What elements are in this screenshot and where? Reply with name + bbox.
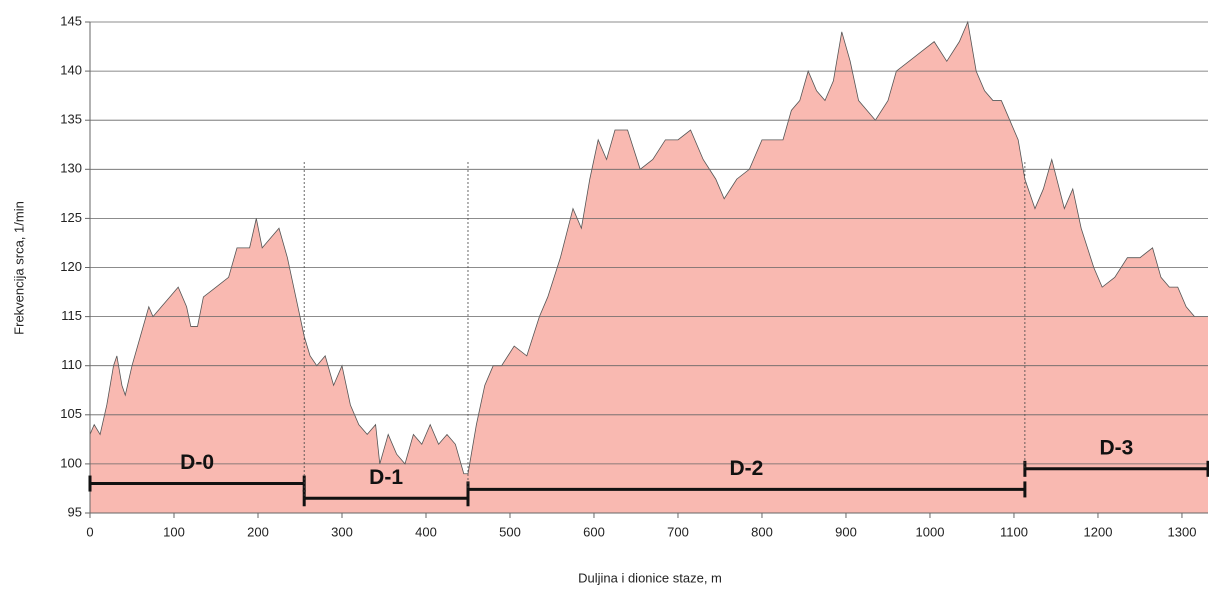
- y-tick-label: 105: [60, 406, 82, 421]
- y-tick-label: 125: [60, 210, 82, 225]
- x-tick-label: 400: [415, 524, 437, 539]
- y-axis-label: Frekvencija srca, 1/min: [11, 201, 26, 335]
- y-tick-label: 115: [61, 308, 82, 323]
- x-tick-label: 800: [751, 524, 773, 539]
- y-tick-label: 100: [60, 455, 82, 470]
- y-tick-label: 130: [60, 161, 82, 176]
- x-tick-label: 1200: [1084, 524, 1113, 539]
- x-tick-label: 1100: [1000, 524, 1028, 539]
- area-outline: [89, 20, 1208, 475]
- segment-label: D-0: [180, 451, 214, 474]
- y-tick-label: 140: [60, 63, 82, 78]
- x-tick-label: 1300: [1168, 524, 1197, 539]
- segment-label: D-1: [369, 466, 403, 489]
- segment-label: D-2: [730, 457, 764, 480]
- segment-label: D-3: [1100, 436, 1134, 459]
- x-tick-label: 300: [331, 524, 353, 539]
- x-tick-label: 1000: [916, 524, 945, 539]
- y-tick-label: 120: [60, 259, 82, 274]
- x-tick-label: 500: [499, 524, 521, 539]
- x-tick-label: 100: [163, 524, 185, 539]
- y-tick-label: 135: [60, 112, 82, 127]
- y-tick-label: 95: [68, 504, 82, 519]
- x-axis-label: Duljina i dionice staze, m: [578, 570, 722, 585]
- y-tick-label: 110: [61, 357, 82, 372]
- x-tick-label: 600: [583, 524, 605, 539]
- x-tick-label: 700: [667, 524, 689, 539]
- x-tick-label: 0: [86, 524, 93, 539]
- x-tick-label: 200: [247, 524, 269, 539]
- x-tick-label: 900: [835, 524, 857, 539]
- y-tick-label: 145: [60, 13, 82, 28]
